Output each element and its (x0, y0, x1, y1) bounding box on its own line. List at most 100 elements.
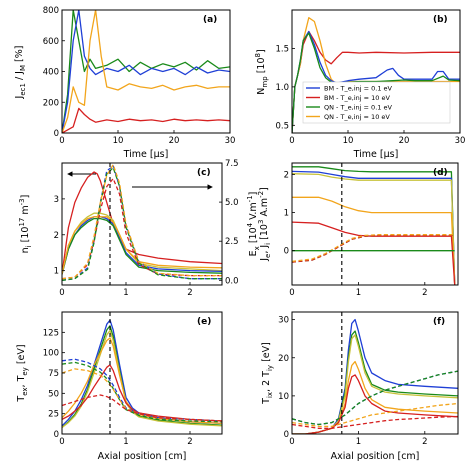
series-line-1-0 (62, 10, 230, 133)
panel-c-ylabel: ni [1017 m-3] (18, 195, 33, 254)
panel-b-ylabel: Nmp [108] (254, 49, 269, 94)
x-tick-label: 20 (169, 136, 180, 146)
y-tick-label: 0 (284, 430, 289, 440)
series-line-6-6 (292, 370, 458, 426)
panel-c: 0 1 2 1 2 3 0.0 2.5 5.0 7.5 (c) ni [1017 m-3] Ex … (18, 159, 261, 298)
panel-d-label: (d) (433, 168, 448, 178)
panel-d-series (292, 163, 456, 285)
y-tick-label: 20 (278, 354, 289, 364)
y-tick-label: 1.0 (275, 83, 289, 93)
panel-c-ylabel-right: Ex [104 V.m-1] (246, 192, 261, 257)
y-tick-label: 30 (278, 316, 289, 326)
series-line-4-1 (292, 170, 456, 285)
y-tick-label: 1 (54, 267, 59, 277)
panel-c-series (62, 163, 222, 285)
series-line-4-6 (292, 234, 455, 263)
x-tick-label: 2 (422, 288, 427, 298)
x-tick-label: 2 (422, 437, 427, 447)
panel-6-plot-area (292, 312, 458, 434)
panel-a-series (62, 10, 230, 133)
x-tick-label: 1 (356, 437, 361, 447)
panel-5-plot-area (62, 312, 222, 434)
panel-f-ylabel: Tix, 2 Tiy [eV] (261, 342, 274, 405)
x-tick-label: 10 (343, 136, 354, 146)
series-line-6-2 (292, 334, 458, 434)
x-tick-label: 30 (455, 136, 466, 146)
y-tick-label: 0 (54, 430, 59, 440)
panel-b: 0 10 20 30 0.5 1.0 1.5 (b) Time [µs] Nmp [108]… (254, 9, 465, 160)
series-line-1-1 (62, 10, 230, 133)
x-tick-label: 20 (399, 136, 410, 146)
x-tick-label: 1 (123, 437, 128, 447)
panel-e-label: (e) (197, 317, 211, 327)
panel-b-frame (291, 9, 461, 134)
y-tick-label: 0 (54, 129, 59, 139)
panel-c-frame (61, 162, 223, 286)
series-line-4-2 (292, 173, 456, 285)
y-tick-label: 1.5 (275, 44, 289, 54)
y-tick-label: 25 (48, 410, 59, 420)
x-tick-label: 0 (289, 288, 294, 298)
legend-box (302, 81, 451, 124)
panel-a-ylabel: Jec1 / JM [%] (14, 46, 27, 100)
series-line-5-1 (62, 325, 222, 428)
legend-label: QN - T_e,inj = 10 eV (324, 113, 390, 121)
panel-a: 0 10 20 30 0 200 400 600 800 (a) Time [µs] Jec1 … (14, 6, 235, 160)
x-tick-label: 30 (225, 136, 236, 146)
series-line-1-3 (62, 107, 230, 133)
series-line-4-0 (292, 166, 456, 285)
series-line-5-3 (62, 337, 222, 425)
x-tick-label: 0 (59, 288, 64, 298)
x-tick-label: 0 (59, 437, 64, 447)
panel-e-ticks: 0 1 2 0 25 50 75 100 125 (43, 328, 193, 447)
panel-c-label: (c) (197, 168, 211, 178)
panel-f-series (292, 312, 458, 434)
panel-d-ylabel: Je, Ji [103 A.m-2] (257, 187, 272, 262)
x-tick-label: 2 (187, 437, 192, 447)
series-line-6-1 (292, 330, 458, 434)
series-line-3-8 (62, 163, 222, 280)
y-tick-label: 400 (43, 68, 59, 78)
y-right-tick-label: 2.5 (225, 237, 239, 247)
panel-b-label: (b) (433, 15, 448, 25)
y-tick-label: 600 (43, 37, 59, 47)
series-line-4-7 (292, 234, 455, 263)
y-tick-label: 3 (54, 195, 59, 205)
panel-f-label: (f) (433, 317, 445, 327)
panel-b-xlabel: Time [µs] (353, 149, 399, 160)
x-tick-label: 1 (356, 288, 361, 298)
series-line-4-4 (292, 221, 456, 285)
y-tick-label: 125 (43, 328, 59, 338)
y-tick-label: 0.5 (275, 121, 289, 131)
legend-label: BM - T_e,inj = 0.1 eV (324, 85, 393, 93)
y-tick-label: 2 (54, 231, 59, 241)
panel-a-xlabel: Time [µs] (123, 149, 169, 160)
y-tick-label: 75 (48, 369, 59, 379)
panel-a-ticks: 0 10 20 30 0 200 400 600 800 (43, 6, 236, 146)
panel-f-frame (291, 311, 459, 435)
panel-1-plot-area (62, 10, 230, 133)
y-right-tick-label: 7.5 (225, 159, 239, 169)
panel-e: 0 1 2 0 25 50 75 100 125 (e) Axial position [cm]… (16, 311, 223, 462)
series-line-6-4 (292, 374, 458, 434)
y-right-tick-label: 5.0 (225, 198, 239, 208)
y-tick-label: 50 (48, 389, 59, 399)
x-tick-label: 10 (113, 136, 124, 146)
legend-label: BM - T_e,inj = 10 eV (324, 94, 390, 102)
legend-label: QN - T_e,inj = 0.1 eV (324, 104, 392, 112)
series-line-4-3 (292, 196, 456, 285)
y-tick-label: 800 (43, 6, 59, 16)
panel-3-plot-area (62, 163, 222, 285)
y-tick-label: 2 (284, 170, 289, 180)
series-line-3-0 (62, 171, 222, 275)
x-tick-label: 1 (123, 288, 128, 298)
panel-e-ylabel: Tex, Tey [eV] (16, 344, 29, 402)
panel-d: 0 1 2 0 1 2 (d) Je, Ji [103 A.m-2] (257, 162, 459, 298)
y-right-tick-label: 0.0 (225, 276, 239, 286)
panel-b-ticks: 0 10 20 30 0.5 1.0 1.5 (275, 44, 465, 146)
x-tick-label: 0 (59, 136, 64, 146)
series-line-3-4 (62, 216, 222, 275)
